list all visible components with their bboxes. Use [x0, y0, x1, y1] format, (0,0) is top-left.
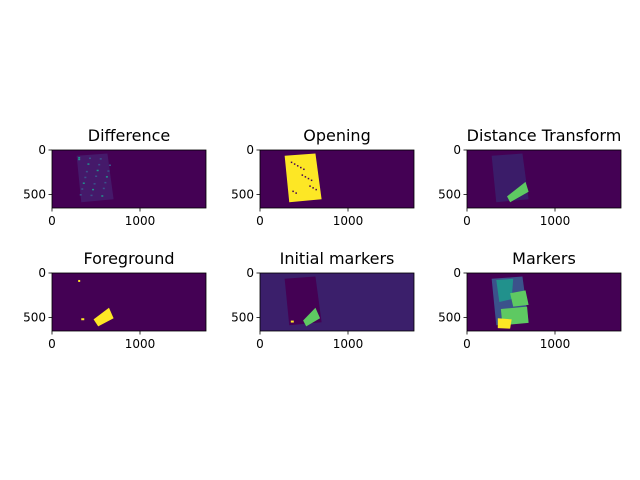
opening-hole-pixel — [307, 177, 310, 180]
y-tick-label: 500 — [231, 311, 254, 325]
opening-hole-pixel — [304, 176, 307, 178]
difference-edge-pixel — [96, 169, 99, 172]
opening-hole-pixel — [315, 188, 317, 191]
initial-marker-blob — [290, 320, 294, 323]
panel-title: Difference — [88, 126, 170, 145]
distance-peak-region — [507, 181, 529, 203]
y-tick-label: 500 — [23, 188, 46, 202]
initial-marker-blob — [303, 307, 321, 327]
markers-region — [497, 318, 512, 329]
opening-hole-pixel — [296, 165, 299, 167]
y-tick-label: 500 — [438, 188, 461, 202]
difference-edge-pixel — [104, 181, 107, 184]
opening-hole-pixel — [300, 166, 302, 169]
foreground-blob — [81, 318, 85, 321]
difference-edge-pixel — [105, 176, 108, 178]
x-tick-label: 0 — [463, 214, 471, 228]
panel-title: Initial markers — [280, 249, 395, 268]
x-tick-label: 1000 — [125, 337, 156, 351]
difference-edge-pixel — [84, 176, 87, 179]
opening-hole-pixel — [295, 192, 297, 194]
opening-hole-pixel — [293, 163, 296, 165]
opening-hole-pixel — [290, 161, 293, 164]
difference-edge-pixel — [88, 157, 91, 160]
axes-frame — [466, 272, 622, 332]
y-tick-label: 0 — [453, 266, 461, 280]
difference-edge-pixel — [93, 183, 96, 185]
heatmap-image — [467, 273, 621, 331]
x-tick-label: 0 — [48, 337, 56, 351]
difference-edge-pixel — [99, 158, 102, 160]
difference-edge-pixel — [78, 156, 81, 159]
x-tick-label: 0 — [256, 337, 264, 351]
difference-edge-pixel — [108, 164, 111, 166]
y-tick-label: 500 — [231, 188, 254, 202]
x-tick-label: 1000 — [125, 214, 156, 228]
opening-object-region — [284, 153, 322, 203]
opening-hole-pixel — [301, 174, 304, 176]
difference-object-region — [76, 153, 114, 203]
y-tick-label: 500 — [23, 311, 46, 325]
y-tick-label: 500 — [438, 311, 461, 325]
panel-title: Foreground — [83, 249, 174, 268]
foreground-blob — [78, 279, 81, 282]
y-tick-label: 0 — [38, 266, 46, 280]
opening-hole-pixel — [309, 185, 311, 187]
difference-edge-pixel — [82, 182, 85, 184]
difference-edge-pixel — [90, 194, 93, 197]
axes-frame — [51, 149, 207, 209]
difference-edge-pixel — [101, 195, 104, 197]
x-tick-label: 0 — [463, 337, 471, 351]
opening-hole-pixel — [310, 179, 313, 182]
markers-region — [496, 278, 514, 302]
axes-frame — [466, 149, 622, 209]
x-tick-label: 1000 — [333, 214, 364, 228]
difference-edge-pixel — [102, 187, 105, 190]
y-tick-label: 0 — [38, 143, 46, 157]
difference-edge-pixel — [81, 188, 84, 190]
x-tick-label: 1000 — [540, 337, 571, 351]
difference-edge-pixel — [98, 163, 101, 166]
panel-title: Distance Transform — [467, 126, 622, 145]
panel-title: Markers — [512, 249, 576, 268]
heatmap-image — [260, 150, 414, 208]
difference-edge-pixel — [85, 170, 88, 173]
y-tick-label: 0 — [453, 143, 461, 157]
y-tick-label: 0 — [246, 143, 254, 157]
difference-edge-pixel — [92, 188, 95, 191]
x-tick-label: 1000 — [540, 214, 571, 228]
opening-hole-pixel — [303, 168, 305, 171]
panel-title: Opening — [303, 126, 370, 145]
x-tick-label: 0 — [48, 214, 56, 228]
heatmap-image — [467, 150, 621, 208]
axes-frame — [259, 149, 415, 209]
markers-region — [510, 290, 529, 307]
difference-edge-pixel — [87, 163, 90, 165]
difference-edge-pixel — [79, 194, 82, 196]
axes-frame — [259, 272, 415, 332]
heatmap-image — [52, 273, 206, 331]
opening-hole-pixel — [312, 187, 314, 189]
axes-frame — [51, 272, 207, 332]
y-tick-label: 0 — [246, 266, 254, 280]
heatmap-image — [52, 150, 206, 208]
difference-edge-pixel — [95, 175, 98, 178]
opening-hole-pixel — [292, 190, 294, 193]
difference-edge-pixel — [78, 158, 81, 161]
heatmap-image — [260, 273, 414, 331]
foreground-blob — [93, 307, 114, 327]
x-tick-label: 0 — [256, 214, 264, 228]
difference-edge-pixel — [107, 170, 110, 172]
x-tick-label: 1000 — [333, 337, 364, 351]
